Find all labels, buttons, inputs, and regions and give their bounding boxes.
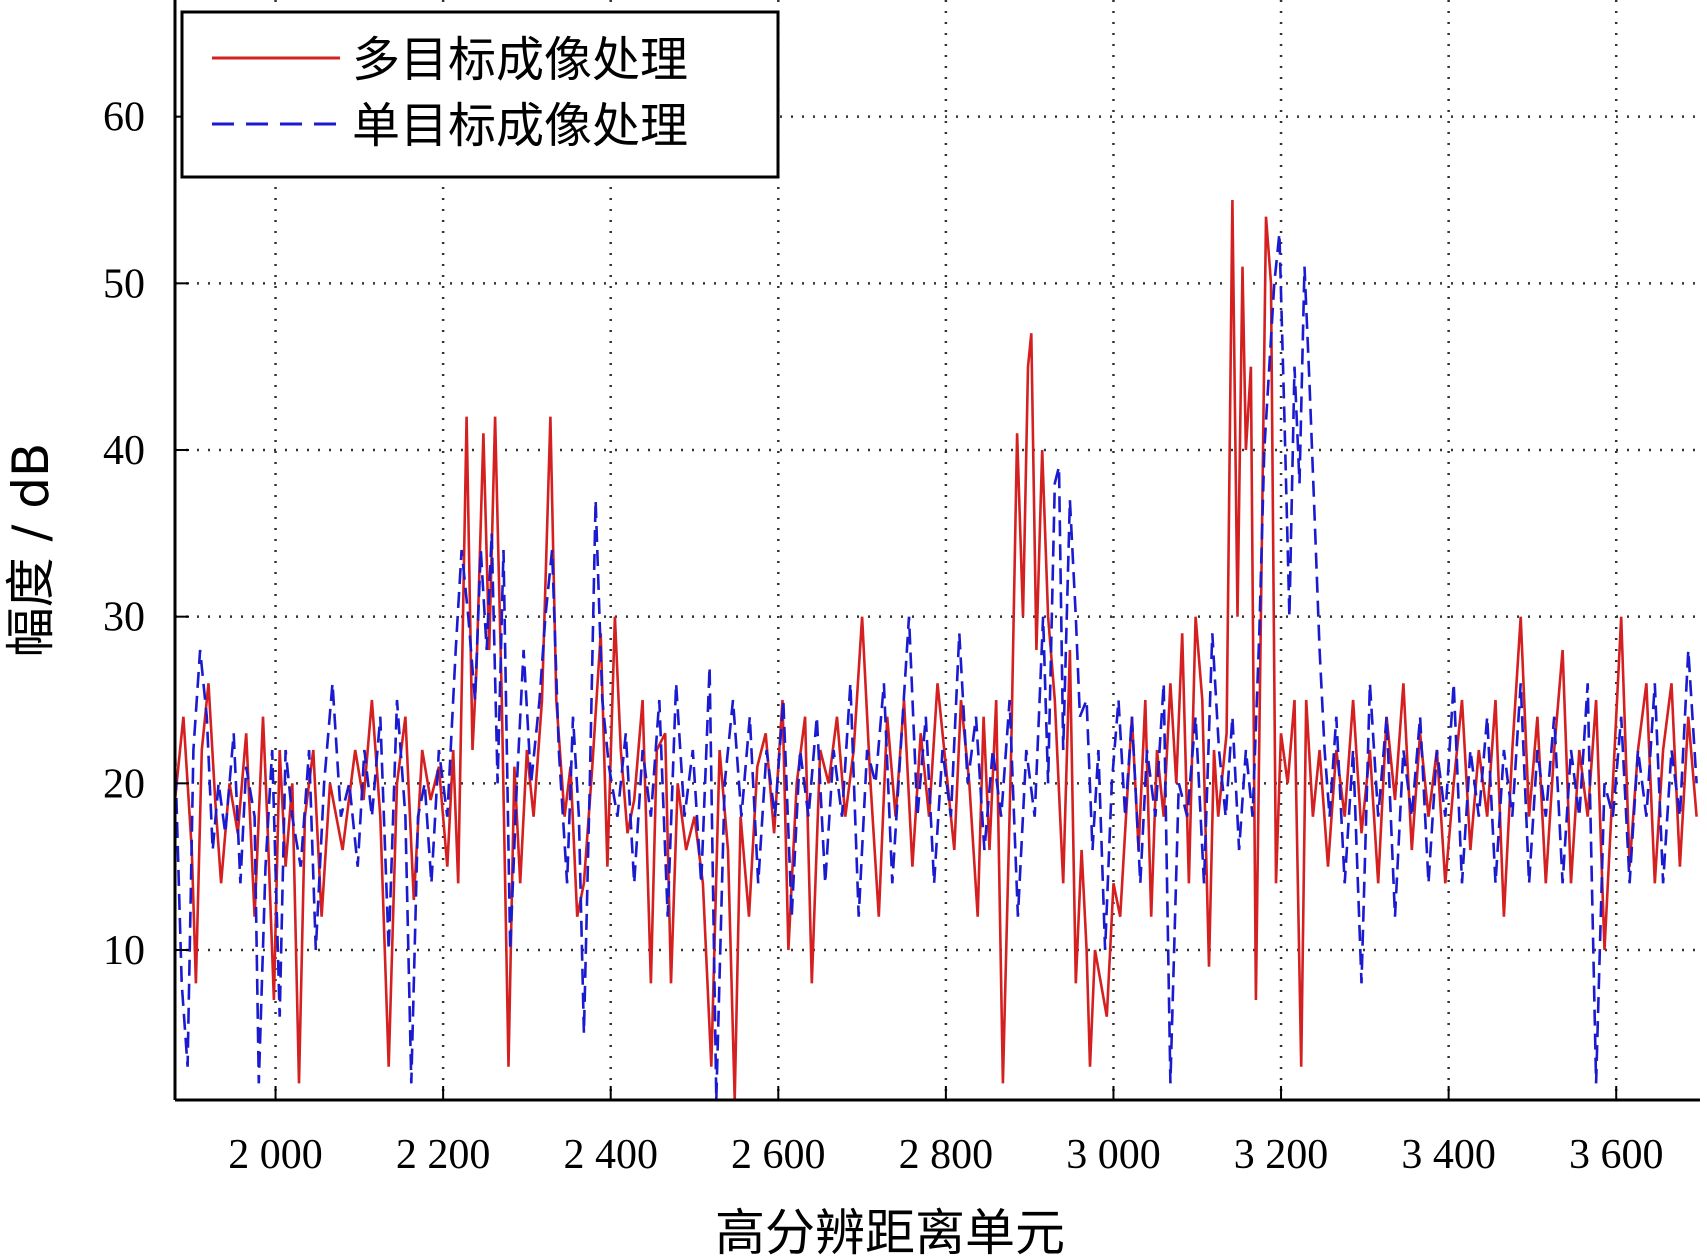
x-axis-label: 高分辨距离单元 xyxy=(715,1204,1065,1260)
x-tick-label: 3 600 xyxy=(1569,1132,1664,1178)
y-tick-label: 50 xyxy=(103,261,145,307)
legend-label-single: 单目标成像处理 xyxy=(352,98,688,154)
x-tick-label: 2 800 xyxy=(899,1132,994,1178)
x-tick-label: 3 000 xyxy=(1066,1132,1161,1178)
y-tick-label: 20 xyxy=(103,761,145,807)
y-tick-label: 60 xyxy=(103,95,145,141)
legend: 多目标成像处理 单目标成像处理 xyxy=(180,10,780,179)
legend-box xyxy=(180,10,780,179)
axes xyxy=(173,0,1700,1102)
y-axis-label: 幅度 / dB xyxy=(2,443,60,658)
x-tick-label: 3 400 xyxy=(1401,1132,1496,1178)
series-line-multi-target xyxy=(173,199,1698,1101)
y-tick-label: 30 xyxy=(103,595,145,641)
x-tick-label: 2 200 xyxy=(396,1132,491,1178)
y-tick-label: 10 xyxy=(103,928,145,974)
y-tick-label: 40 xyxy=(103,428,145,474)
grid-lines xyxy=(175,0,1700,1100)
x-tick-label: 2 400 xyxy=(563,1132,658,1178)
x-tick-label: 2 000 xyxy=(228,1132,323,1178)
tick-labels: 2 000 2 200 2 400 2 600 2 800 3 000 3 200 3 400… xyxy=(103,95,1663,1178)
x-tick-label: 2 600 xyxy=(731,1132,826,1178)
x-tick-label: 3 200 xyxy=(1234,1132,1329,1178)
plot-series xyxy=(173,199,1698,1101)
legend-label-multi: 多目标成像处理 xyxy=(352,32,688,88)
series-line-single-target xyxy=(173,233,1698,1101)
